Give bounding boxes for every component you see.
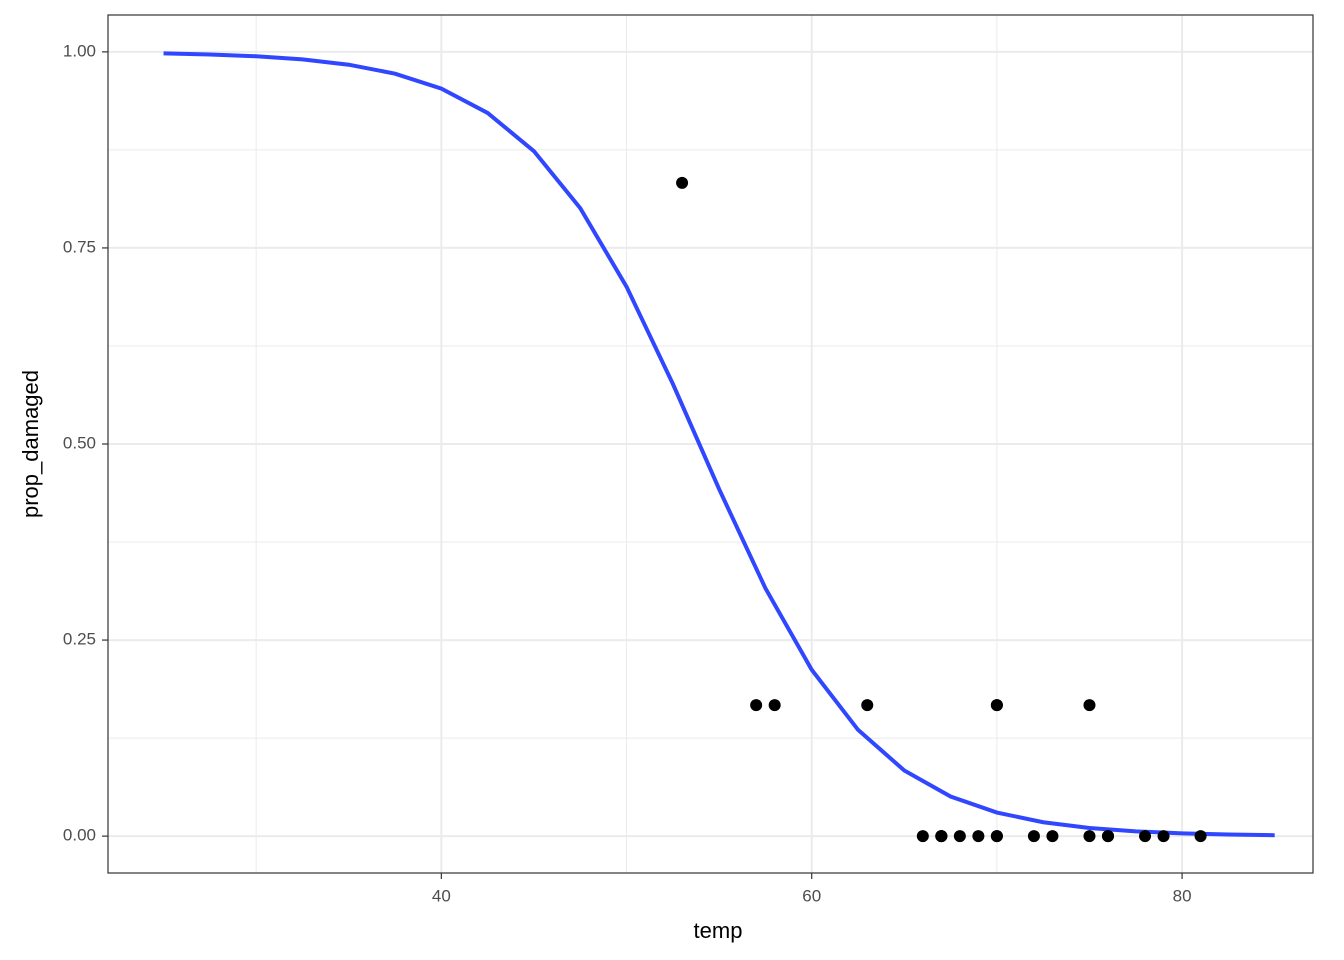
point [990,830,1003,843]
point [768,699,781,712]
point [676,176,689,189]
point [916,830,929,843]
point [1083,830,1096,843]
point [1194,830,1207,843]
point [1102,830,1114,843]
point [1139,830,1152,843]
point [990,699,1003,712]
point [1157,830,1170,843]
grid [108,15,1313,873]
point [750,699,763,712]
x-tick-label: 40 [432,886,451,905]
y-tick-label: 0.75 [63,237,96,256]
y-tick-label: 1.00 [63,41,96,60]
x-tick-label: 60 [802,886,821,905]
x-tick-label: 80 [1173,886,1192,905]
point [935,830,948,843]
point [1083,699,1096,712]
y-tick-label: 0.25 [63,630,96,649]
point [1027,830,1040,843]
x-axis-title: temp [694,918,743,943]
marks [163,51,1275,843]
point [861,699,874,712]
point [953,830,966,843]
point [972,830,985,843]
y-tick-label: 0.50 [63,433,96,452]
y-axis-title: prop_damaged [18,370,43,518]
point [1046,830,1059,843]
y-tick-label: 0.00 [63,826,96,845]
fit-line [163,51,1275,838]
